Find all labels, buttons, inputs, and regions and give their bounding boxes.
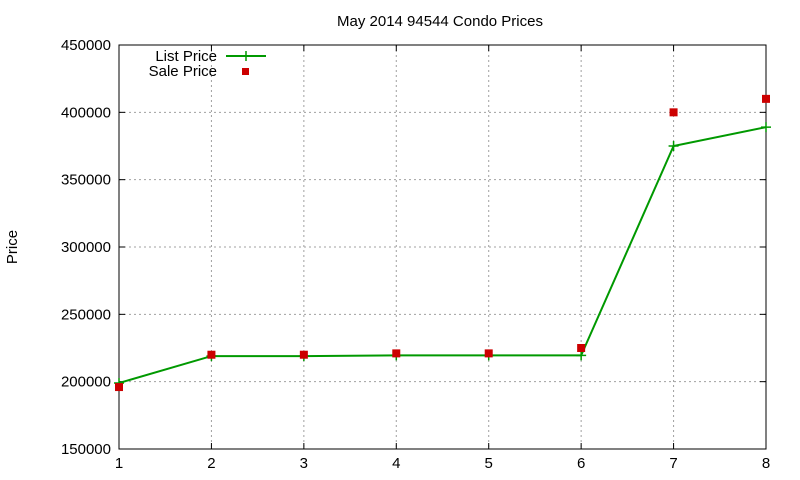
grid: [119, 45, 766, 449]
legend-marker-list-price: [241, 51, 251, 61]
x-tick-label: 4: [392, 455, 400, 472]
y-tick-label: 150000: [61, 441, 111, 458]
x-tick-label: 3: [300, 455, 308, 472]
list-price-point: [668, 141, 679, 151]
x-tick-label: 5: [485, 455, 493, 472]
x-tick-label: 8: [762, 455, 770, 472]
list-price-point: [761, 122, 771, 133]
legend-label-list-price: List Price: [155, 48, 217, 65]
legend-plus: [241, 51, 251, 61]
x-tick-label: 6: [577, 455, 585, 472]
y-tick-label: 450000: [61, 37, 111, 54]
sale-price-point: [762, 94, 770, 103]
y-tick-label: 400000: [61, 104, 111, 121]
x-tick-label: 2: [207, 455, 215, 472]
y-tick-label: 350000: [61, 172, 111, 189]
sale-price-point: [669, 108, 678, 117]
axis-ticks: 1 2 3 4 5 6 7 8 150000 200000 250000 300000 350000 40…: [61, 37, 770, 472]
sale-price-point: [299, 350, 308, 359]
legend-label-sale-price: Sale Price: [149, 63, 217, 80]
plot-frame: [118, 44, 767, 450]
y-tick-label: 250000: [61, 306, 111, 323]
series-layer: [114, 94, 771, 392]
legend-marker-sale-price: [242, 68, 249, 75]
sale-price-point: [115, 383, 123, 392]
sale-price-point: [484, 349, 493, 358]
sale-price-point: [392, 349, 401, 358]
sale-price-point: [207, 350, 216, 359]
y-tick-label: 200000: [61, 374, 111, 391]
y-tick-label: 300000: [61, 239, 111, 256]
sale-price-point: [577, 344, 586, 352]
x-tick-label: 1: [115, 455, 123, 472]
legend: List Price Sale Price: [149, 48, 266, 80]
list-price-point: [576, 350, 587, 361]
y-axis-label: Price: [4, 230, 21, 264]
chart-title: May 2014 94544 Condo Prices: [337, 13, 543, 30]
series-line-list-price: [118, 126, 767, 384]
x-tick-label: 7: [669, 455, 677, 472]
